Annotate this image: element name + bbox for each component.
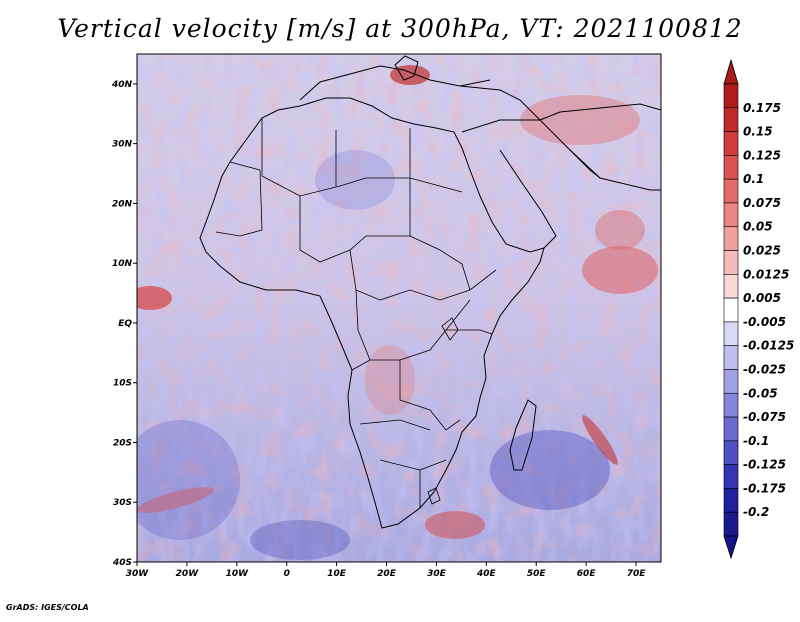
- longitude-axis: 30W 20W 10W 0 10E 20E 30E 40E 50E 60E 70E: [126, 562, 646, 579]
- colorbar-label: 0.175: [743, 101, 781, 115]
- colorbar-label: -0.125: [743, 458, 786, 472]
- colorbar-swatch: [723, 178, 739, 204]
- chart-title: Vertical velocity [m/s] at 300hPa, VT: 2…: [57, 14, 743, 43]
- lat-tick-label: 40N: [111, 80, 133, 90]
- colorbar-label: 0.125: [743, 148, 781, 162]
- colorbar-swatch: [723, 131, 739, 156]
- colorbar-label: 0.025: [743, 244, 781, 258]
- colorbar-swatch: [723, 511, 739, 537]
- lat-tick-label: 40S: [112, 558, 132, 568]
- colorbar-swatch: [723, 297, 739, 323]
- colorbar-label: 0.1: [743, 172, 764, 186]
- colorbar-label: -0.005: [743, 315, 786, 329]
- colorbar-label: -0.075: [743, 410, 786, 424]
- lat-tick-label: 20S: [113, 438, 132, 448]
- colorbar-swatch: [723, 202, 739, 228]
- colorbar-swatch: [723, 488, 739, 513]
- lon-tick-label: 60E: [577, 569, 597, 579]
- colorbar-label: -0.0125: [743, 339, 794, 353]
- lat-tick-label: EQ: [118, 319, 132, 329]
- lat-tick-label: 30S: [113, 498, 132, 508]
- vertical-velocity-field: [137, 54, 661, 562]
- lon-tick-label: 20E: [377, 569, 397, 579]
- colorbar-swatch: [723, 83, 739, 109]
- lon-tick-label: 30W: [126, 569, 150, 579]
- lon-tick-label: 50E: [527, 569, 547, 579]
- lon-tick-label: 20W: [176, 569, 200, 579]
- colorbar-swatch: [723, 369, 739, 394]
- colorbar-label: 0.005: [743, 291, 781, 305]
- colorbar-swatch: [723, 345, 739, 370]
- coastlines: [199, 55, 661, 529]
- colorbar-top-arrow: [723, 58, 739, 85]
- map-frame: [136, 53, 662, 563]
- colorbar-label: -0.025: [743, 362, 786, 376]
- lon-tick-label: 0: [284, 569, 290, 579]
- colorbar-swatch: [723, 226, 739, 251]
- colorbar-label: 0.075: [743, 196, 781, 210]
- colorbar-label: -0.05: [743, 386, 778, 400]
- lon-tick-label: 10E: [327, 569, 347, 579]
- colorbar-label: 0.05: [743, 220, 773, 234]
- colorbar-swatch: [723, 321, 739, 346]
- lon-tick-label: 70E: [627, 569, 647, 579]
- colorbar-swatch: [723, 392, 739, 418]
- lat-tick-label: 30N: [112, 140, 133, 150]
- colorbar-label: -0.175: [743, 481, 786, 495]
- grads-credit: GrADS: IGES/COLA: [6, 603, 89, 612]
- colorbar-swatch: [723, 440, 739, 465]
- colorbar-swatch: [723, 274, 739, 299]
- colorbar: 0.175 0.15 0.125 0.1 0.075 0.05 0.025 0.0125 0.0…: [723, 58, 794, 560]
- lat-tick-label: 10N: [112, 259, 133, 269]
- colorbar-swatch: [723, 464, 739, 489]
- lon-tick-label: 10W: [226, 569, 250, 579]
- colorbar-swatch: [723, 107, 739, 132]
- latitude-axis: 40N 30N 20N 10N EQ 10S 20S 30S 40S: [111, 80, 137, 568]
- colorbar-bottom-arrow: [723, 535, 739, 560]
- lat-tick-label: 10S: [113, 379, 132, 389]
- country-borders: [215, 118, 497, 508]
- colorbar-swatch: [723, 416, 739, 442]
- colorbar-label: -0.2: [743, 505, 769, 519]
- colorbar-label: 0.0125: [743, 267, 789, 281]
- colorbar-label: -0.1: [743, 434, 769, 448]
- colorbar-label: 0.15: [743, 125, 773, 139]
- colorbar-swatch: [723, 155, 739, 180]
- lon-tick-label: 30E: [427, 569, 447, 579]
- lat-tick-label: 20N: [112, 199, 133, 209]
- colorbar-swatch: [723, 250, 739, 275]
- lon-tick-label: 40E: [476, 569, 497, 579]
